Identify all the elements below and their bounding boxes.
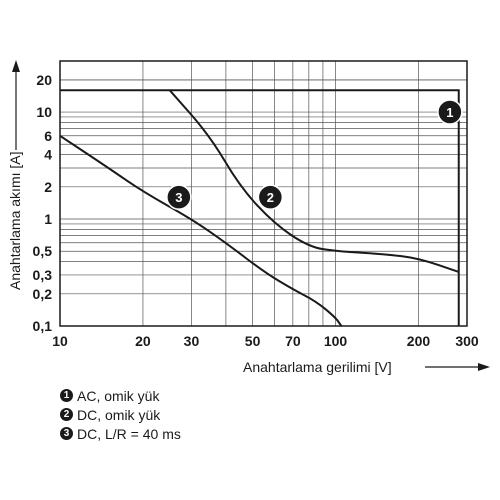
x-tick-label: 20 [135, 333, 151, 349]
legend-badge: 1 [60, 389, 73, 402]
chart: 10 20 30 50 70 100 200 3000,10,20,30,512461020 … [7, 60, 490, 375]
legend-text: DC, omik yük [77, 406, 161, 423]
series-marker-label-2: 2 [267, 190, 274, 205]
legend: 1 AC, omik yük 2 DC, omik yük 3 DC, L/R = 40 … [60, 386, 181, 443]
series-line-3 [59, 134, 343, 327]
x-tick-label: 100 [324, 333, 348, 349]
legend-badge: 2 [60, 408, 73, 421]
y-tick-label: 10 [36, 104, 52, 120]
x-tick-label: 70 [285, 333, 301, 349]
y-axis-title: Anahtarlama akımı [A] [7, 151, 23, 290]
series-line-2 [168, 89, 460, 273]
legend-item: 3 DC, L/R = 40 ms [60, 424, 181, 443]
series-marker-2 [257, 184, 284, 210]
y-tick-label: 4 [44, 147, 52, 163]
y-tick-label: 1 [44, 211, 52, 227]
y-tick-label: 0,5 [33, 243, 53, 259]
chart-tick-labels: 10 20 30 50 70 100 200 300 0,1 0,2 0,3 0,5 1 2 4 6 10 20 [33, 72, 479, 349]
plot-frame [59, 60, 468, 327]
chart-grid [60, 61, 467, 326]
legend-item: 1 AC, omik yük [60, 386, 181, 405]
y-tick-label: 0,1 [33, 318, 53, 334]
chart-markers: 1 2 3 [166, 99, 463, 210]
x-tick-label: 10 [52, 333, 68, 349]
legend-item: 2 DC, omik yük [60, 405, 181, 424]
x-tick-label: 50 [245, 333, 261, 349]
legend-text: AC, omik yük [77, 387, 160, 404]
legend-text: DC, L/R = 40 ms [77, 425, 181, 442]
x-tick-label: 300 [455, 333, 479, 349]
chart-series [59, 89, 460, 327]
y-tick-label: 0,3 [33, 267, 53, 283]
y-tick-label: 20 [36, 72, 52, 88]
legend-badge: 3 [60, 427, 73, 440]
x-tick-label: 30 [184, 333, 200, 349]
x-axis-title: Anahtarlama gerilimi [V] [243, 359, 392, 375]
y-axis-arrowhead [12, 60, 20, 72]
y-tick-label: 6 [44, 128, 52, 144]
y-tick-label: 2 [44, 179, 52, 195]
series-line-1 [60, 89, 460, 326]
y-tick-label: 0,2 [33, 286, 53, 302]
x-tick-label: 200 [407, 333, 431, 349]
x-axis-arrowhead [478, 363, 490, 371]
series-marker-label-3: 3 [175, 190, 182, 205]
series-marker-3 [166, 184, 192, 210]
series-marker-label-1: 1 [446, 105, 453, 120]
series-marker-1 [437, 99, 463, 125]
